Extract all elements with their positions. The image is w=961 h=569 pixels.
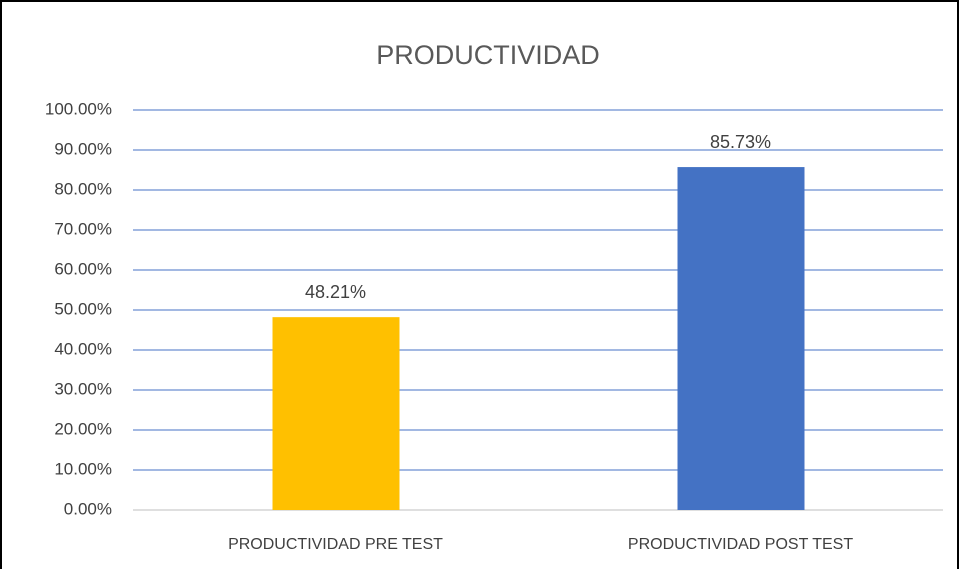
x-tick-label: PRODUCTIVIDAD PRE TEST [228, 536, 443, 553]
y-tick-label: 10.00% [54, 459, 112, 478]
bar [677, 167, 805, 510]
value-label: 85.73% [710, 132, 771, 152]
y-tick-label: 80.00% [54, 179, 112, 198]
y-tick-label: 50.00% [54, 299, 112, 318]
value-label: 48.21% [305, 282, 366, 302]
y-tick-label: 40.00% [54, 339, 112, 358]
y-tick-label: 100.00% [45, 99, 112, 118]
chart-title: PRODUCTIVIDAD [376, 40, 600, 70]
y-tick-label: 30.00% [54, 379, 112, 398]
y-tick-label: 60.00% [54, 259, 112, 278]
y-tick-label: 70.00% [54, 219, 112, 238]
x-tick-label: PRODUCTIVIDAD POST TEST [628, 536, 853, 553]
y-tick-label: 0.00% [64, 499, 112, 518]
y-tick-label: 20.00% [54, 419, 112, 438]
bar [272, 317, 400, 510]
y-tick-label: 90.00% [54, 139, 112, 158]
